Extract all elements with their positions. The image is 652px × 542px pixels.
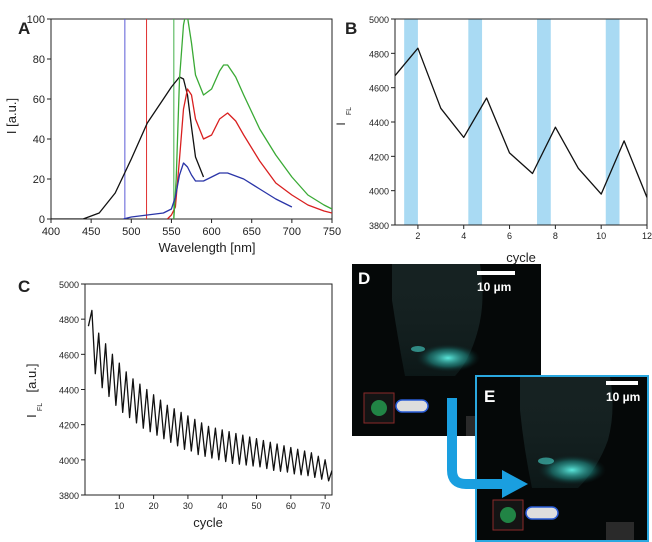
x-tick-label: 40 (217, 501, 227, 511)
x-tick-label: 750 (323, 226, 341, 238)
y-axis-label-c-sub: FL (37, 403, 44, 411)
x-tick-label: 600 (202, 226, 220, 238)
x-axis-ticks-b: 2 4 6 8 10 12 (415, 225, 652, 241)
micrograph-d-letter: D (358, 269, 370, 288)
panel-b-cycle-chart: B 2 4 6 8 10 12 3800400042004400460048005000 … (334, 15, 652, 265)
x-tick-label: 6 (507, 231, 512, 241)
y-axis-ticks-b: 3800 4000 4200 4400 4600 4800 5000 (369, 15, 395, 231)
micrograph-e: E 10 µm (476, 376, 648, 541)
spectra-series (51, 13, 332, 219)
y-tick-label: 3800 (369, 221, 389, 231)
x-tick-label: 550 (162, 226, 180, 238)
x-axis-label-c: cycle (193, 515, 223, 530)
y-tick-label: 4600 (369, 84, 389, 94)
y-tick-label: 3800 (59, 491, 79, 501)
x-tick-label: 30 (183, 501, 193, 511)
y-tick-label: 4400 (59, 386, 79, 396)
x-axis-ticks-c: 10 20 30 40 50 60 70 (114, 495, 330, 511)
series-line-c-1 (88, 310, 332, 481)
highlight-bands (404, 19, 619, 225)
micrograph-d-emission-spot (411, 346, 425, 352)
y-tick-label: 20 (33, 174, 45, 186)
y-tick-label: 4000 (59, 456, 79, 466)
micrograph-e-scalebar-label: 10 µm (606, 390, 640, 404)
highlight-band-2 (468, 19, 482, 225)
x-tick-label: 2 (415, 231, 420, 241)
y-axis-label-c-unit: [a.u.] (24, 364, 39, 393)
panel-c-long-cycle-chart: C 10 20 30 40 50 60 70 3800 4000 4200 4400 4600 480… (18, 277, 332, 530)
y-tick-label: 40 (33, 134, 45, 146)
x-tick-label: 10 (114, 501, 124, 511)
x-tick-label: 400 (42, 226, 60, 238)
y-tick-label: 4000 (369, 187, 389, 197)
y-tick-label: 4800 (369, 49, 389, 59)
micrograph-d-inset-glow (371, 400, 387, 416)
y-tick-label: 5000 (59, 280, 79, 290)
x-tick-label: 700 (283, 226, 301, 238)
x-tick-label: 20 (149, 501, 159, 511)
y-tick-label: 4200 (59, 421, 79, 431)
micrograph-d-scalebar (477, 271, 515, 275)
x-axis-label-b: cycle (506, 250, 536, 265)
x-axis-label-a: Wavelength [nm] (158, 240, 255, 255)
micrograph-e-emission-spot (538, 458, 554, 465)
micrograph-e-corner-patch (606, 522, 634, 540)
x-tick-label: 70 (320, 501, 330, 511)
x-tick-label: 8 (553, 231, 558, 241)
micrograph-e-scalebar (606, 381, 638, 385)
micrograph-e-letter: E (484, 387, 495, 406)
micrograph-e-inset-tube (526, 507, 558, 519)
x-tick-label: 450 (82, 226, 100, 238)
x-tick-label: 50 (252, 501, 262, 511)
micrograph-d-inset-tube (396, 400, 428, 412)
y-axis-label-c: I FL [a.u.] (24, 364, 44, 418)
micrograph-d-emission (416, 344, 480, 372)
panel-a-spectra-chart: A 400 450 500 550 600 650 700 750 020406080100 … (4, 13, 341, 255)
y-tick-label: 4200 (369, 152, 389, 162)
y-tick-label: 4600 (59, 350, 79, 360)
panel-letter-b: B (345, 19, 357, 38)
x-tick-label: 650 (243, 226, 261, 238)
x-tick-label: 10 (596, 231, 606, 241)
panel-letter-c: C (18, 277, 30, 296)
y-tick-label: 100 (27, 14, 45, 26)
x-axis-ticks-a: 400 450 500 550 600 650 700 750 (42, 219, 341, 238)
plot-frame-a (51, 19, 332, 219)
highlight-band-4 (606, 19, 620, 225)
y-axis-label-c-main: I (24, 414, 39, 418)
x-tick-label: 12 (642, 231, 652, 241)
y-tick-label: 5000 (369, 15, 389, 25)
y-axis-label-b-main: I (334, 122, 348, 125)
plot-frame-c (85, 284, 332, 495)
micrograph-e-inset-glow (500, 507, 516, 523)
y-tick-label: 4800 (59, 315, 79, 325)
y-axis-label-b: I FL (334, 107, 353, 126)
y-axis-label-b-sub: FL (346, 107, 353, 115)
y-tick-label: 0 (39, 214, 45, 226)
intensity-series-c (88, 310, 332, 481)
x-tick-label: 500 (122, 226, 140, 238)
x-tick-label: 60 (286, 501, 296, 511)
series-line-a-3 (174, 13, 332, 219)
y-axis-ticks-c: 3800 4000 4200 4400 4600 4800 5000 (59, 280, 85, 501)
y-tick-label: 80 (33, 54, 45, 66)
y-axis-ticks-a: 0 20 40 60 80 100 (27, 14, 51, 226)
y-tick-label: 4400 (369, 118, 389, 128)
micrograph-d-scalebar-label: 10 µm (477, 280, 511, 294)
x-tick-label: 4 (461, 231, 466, 241)
highlight-band-3 (537, 19, 551, 225)
y-axis-label-a: I [a.u.] (4, 98, 19, 134)
y-tick-label: 60 (33, 94, 45, 106)
